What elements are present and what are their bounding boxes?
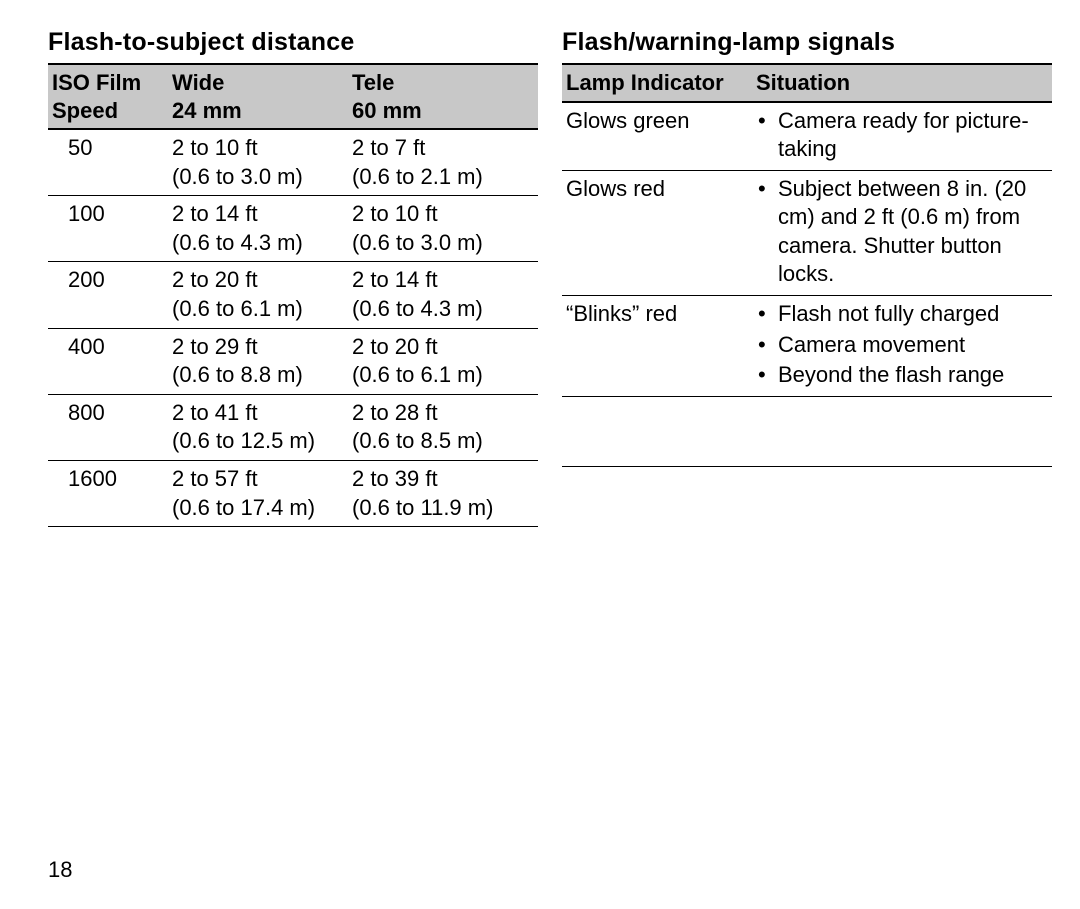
col-header-lamp: Lamp Indicator <box>562 64 752 102</box>
cell-tele: 2 to 10 ft(0.6 to 3.0 m) <box>348 196 538 262</box>
cell-indicator: Glows green <box>562 102 752 171</box>
table-row: Glows greenCamera ready for picture-taki… <box>562 102 1052 171</box>
col-header-iso: ISO Film Speed <box>48 64 168 129</box>
table-header-row: ISO Film Speed Wide 24 mm Tele 60 mm <box>48 64 538 129</box>
right-column: Flash/warning-lamp signals Lamp Indicato… <box>562 28 1052 891</box>
flash-distance-table: ISO Film Speed Wide 24 mm Tele 60 mm 502… <box>48 63 538 527</box>
cell-situation: Flash not fully chargedCamera movementBe… <box>752 296 1052 397</box>
situation-item: Flash not fully charged <box>756 300 1052 329</box>
table-row: Glows redSubject between 8 in. (20 cm) a… <box>562 170 1052 295</box>
cell-tele: 2 to 39 ft(0.6 to 11.9 m) <box>348 460 538 526</box>
table-row: 502 to 10 ft(0.6 to 3.0 m)2 to 7 ft(0.6 … <box>48 129 538 196</box>
cell-tele: 2 to 20 ft(0.6 to 6.1 m) <box>348 328 538 394</box>
table-row: 4002 to 29 ft(0.6 to 8.8 m)2 to 20 ft(0.… <box>48 328 538 394</box>
table-row: 8002 to 41 ft(0.6 to 12.5 m)2 to 28 ft(0… <box>48 394 538 460</box>
cell-iso: 1600 <box>48 460 168 526</box>
cell-iso: 50 <box>48 129 168 196</box>
cell-iso: 400 <box>48 328 168 394</box>
cell-wide: 2 to 20 ft(0.6 to 6.1 m) <box>168 262 348 328</box>
cell-wide: 2 to 41 ft(0.6 to 12.5 m) <box>168 394 348 460</box>
cell-situation: Subject between 8 in. (20 cm) and 2 ft (… <box>752 170 1052 295</box>
table-row: 2002 to 20 ft(0.6 to 6.1 m)2 to 14 ft(0.… <box>48 262 538 328</box>
flash-distance-title: Flash-to-subject distance <box>48 28 538 57</box>
table-header-row: Lamp Indicator Situation <box>562 64 1052 102</box>
lamp-signals-table: Lamp Indicator Situation Glows greenCame… <box>562 63 1052 467</box>
situation-item: Camera movement <box>756 331 1052 360</box>
col-header-situation: Situation <box>752 64 1052 102</box>
cell-wide: 2 to 57 ft(0.6 to 17.4 m) <box>168 460 348 526</box>
cell-tele: 2 to 7 ft(0.6 to 2.1 m) <box>348 129 538 196</box>
table-row: 1002 to 14 ft(0.6 to 4.3 m)2 to 10 ft(0.… <box>48 196 538 262</box>
manual-page: Flash-to-subject distance ISO Film Speed… <box>0 0 1080 909</box>
situation-item: Subject between 8 in. (20 cm) and 2 ft (… <box>756 175 1052 289</box>
cell-indicator: Glows red <box>562 170 752 295</box>
cell-wide: 2 to 29 ft(0.6 to 8.8 m) <box>168 328 348 394</box>
col-header-tele: Tele 60 mm <box>348 64 538 129</box>
left-column: Flash-to-subject distance ISO Film Speed… <box>48 28 538 891</box>
cell-tele: 2 to 28 ft(0.6 to 8.5 m) <box>348 394 538 460</box>
table-row: “Blinks” redFlash not fully chargedCamer… <box>562 296 1052 397</box>
page-number: 18 <box>48 857 72 883</box>
cell-wide: 2 to 14 ft(0.6 to 4.3 m) <box>168 196 348 262</box>
col-header-wide: Wide 24 mm <box>168 64 348 129</box>
situation-item: Camera ready for picture-taking <box>756 107 1052 164</box>
cell-iso: 200 <box>48 262 168 328</box>
spacer-cell <box>562 396 1052 466</box>
situation-item: Beyond the flash range <box>756 361 1052 390</box>
cell-iso: 800 <box>48 394 168 460</box>
cell-situation: Camera ready for picture-taking <box>752 102 1052 171</box>
cell-iso: 100 <box>48 196 168 262</box>
lamp-signals-tbody: Glows greenCamera ready for picture-taki… <box>562 102 1052 467</box>
lamp-signals-title: Flash/warning-lamp signals <box>562 28 1052 57</box>
table-row: 16002 to 57 ft(0.6 to 17.4 m)2 to 39 ft(… <box>48 460 538 526</box>
table-spacer-row <box>562 396 1052 466</box>
cell-wide: 2 to 10 ft(0.6 to 3.0 m) <box>168 129 348 196</box>
cell-tele: 2 to 14 ft(0.6 to 4.3 m) <box>348 262 538 328</box>
cell-indicator: “Blinks” red <box>562 296 752 397</box>
flash-distance-tbody: 502 to 10 ft(0.6 to 3.0 m)2 to 7 ft(0.6 … <box>48 129 538 527</box>
